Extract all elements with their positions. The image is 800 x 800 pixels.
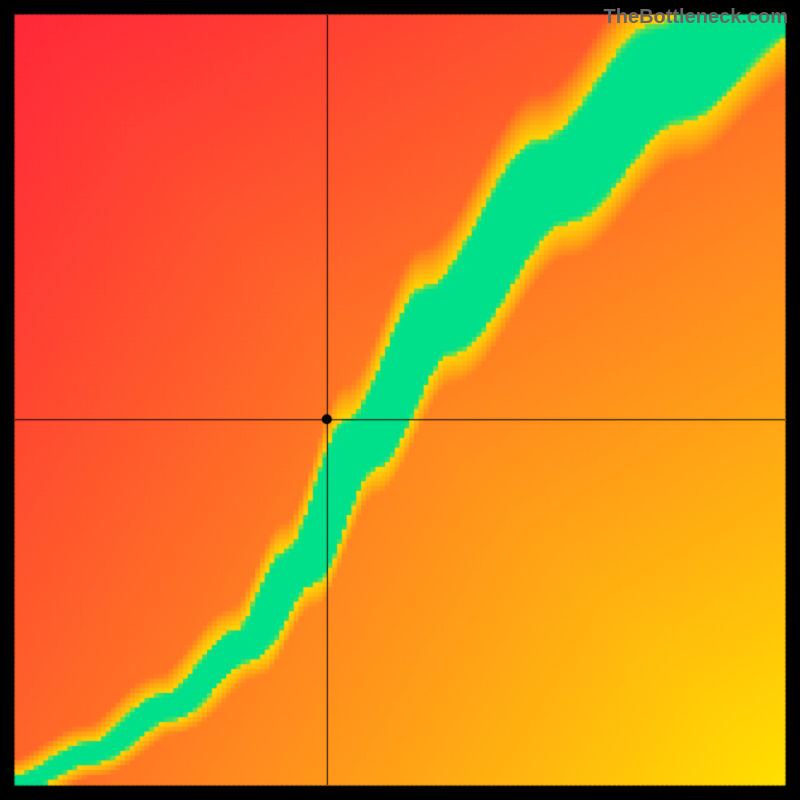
chart-container: TheBottleneck.com — [0, 0, 800, 800]
bottleneck-heatmap-canvas — [0, 0, 800, 800]
watermark-text: TheBottleneck.com — [604, 6, 788, 29]
